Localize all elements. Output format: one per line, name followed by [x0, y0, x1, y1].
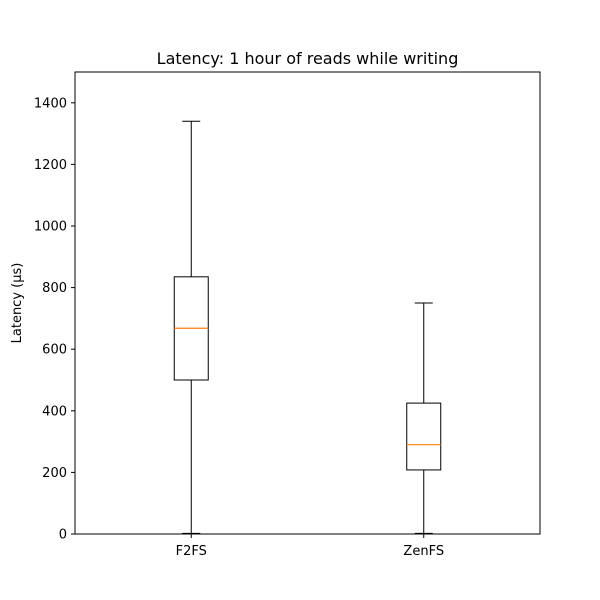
box-f2fs [173, 120, 209, 534]
x-axis-ticks: F2FS ZenFS [176, 534, 444, 559]
y-axis-ticks: 0 200 400 600 800 1000 1200 1400 [34, 96, 75, 543]
y-tick-label: 800 [42, 281, 67, 296]
y-axis-label: Latency (µs) [10, 263, 25, 344]
y-tick-label: 0 [59, 528, 67, 543]
x-tick-label: F2FS [176, 544, 207, 559]
y-tick-label: 1400 [34, 96, 67, 111]
y-tick-label: 1000 [34, 220, 67, 235]
box-series [173, 120, 442, 534]
plot-frame [74, 71, 541, 535]
y-tick-label: 1200 [34, 158, 67, 173]
iqr-box [406, 402, 442, 471]
y-tick-label: 600 [42, 343, 67, 358]
y-tick-label: 200 [42, 466, 67, 481]
chart-title: Latency: 1 hour of reads while writing [157, 49, 459, 68]
x-tick-label: ZenFS [403, 544, 444, 559]
y-tick-label: 400 [42, 404, 67, 419]
box-zenfs [406, 302, 442, 534]
